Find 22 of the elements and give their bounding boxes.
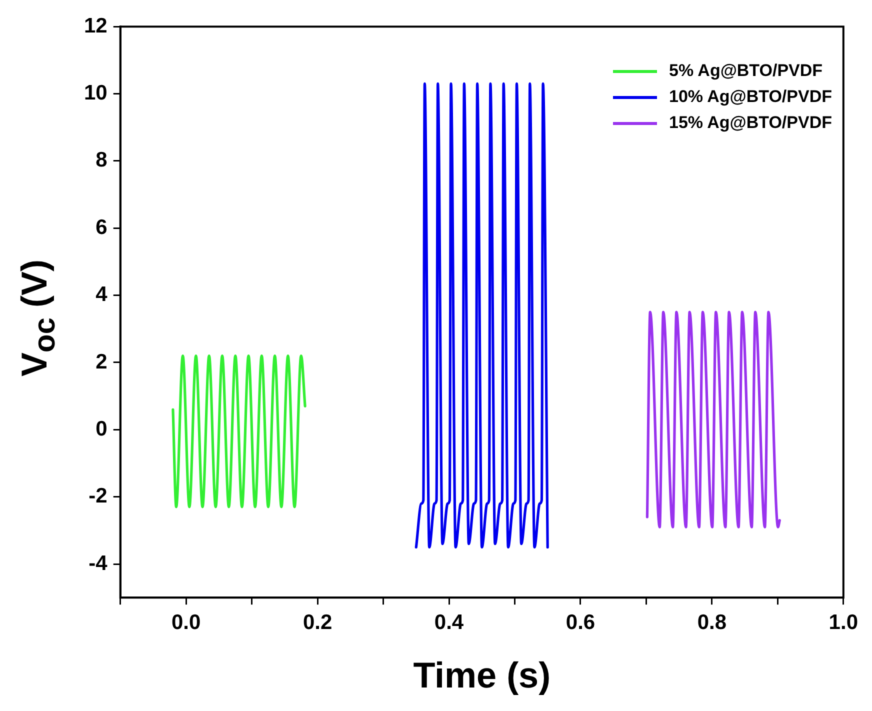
y-tick-label: 4 (96, 283, 108, 306)
y-tick-label: 8 (96, 148, 108, 172)
x-tick-label: 0.0 (171, 610, 201, 634)
legend-label: 15% Ag@BTO/PVDF (669, 113, 832, 133)
y-tick-label: 12 (84, 14, 108, 38)
legend-label: 10% Ag@BTO/PVDF (669, 87, 832, 107)
line-series (172, 354, 306, 508)
line-series (414, 82, 549, 549)
y-tick-label: 10 (84, 82, 108, 105)
y-tick-label: -2 (88, 484, 108, 508)
line-series (646, 310, 781, 528)
x-tick-label: 0.4 (434, 610, 464, 634)
x-axis-title: Time (s) (413, 654, 551, 696)
x-tick-label: 1.0 (828, 610, 858, 634)
y-tick-label: 2 (96, 350, 108, 374)
legend-label: 5% Ag@BTO/PVDF (669, 61, 823, 81)
x-tick-label: 0.2 (302, 610, 332, 634)
y-tick-label: 0 (96, 417, 108, 440)
x-tick-label: 0.8 (697, 610, 727, 634)
x-tick-label: 0.6 (566, 610, 596, 634)
y-tick-label: -4 (88, 552, 108, 575)
y-tick-label: 6 (96, 216, 108, 239)
